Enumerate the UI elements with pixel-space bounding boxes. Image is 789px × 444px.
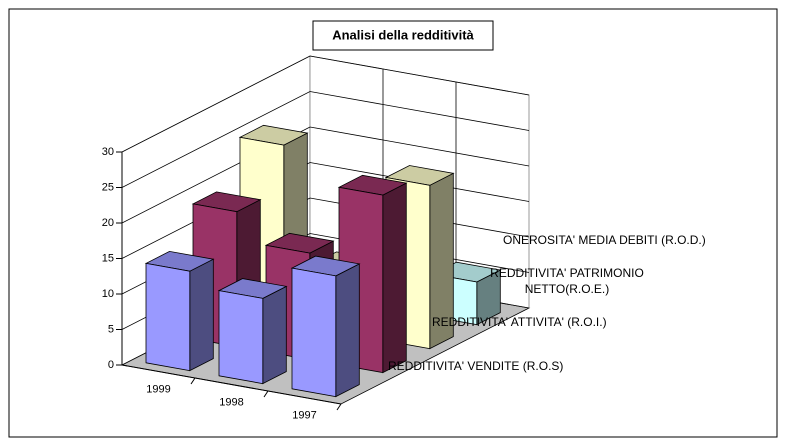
grid-line [121,126,530,224]
grid-line [121,162,530,259]
x-tick-label: 1998 [219,396,243,408]
y-tick-label: 5 [108,323,114,335]
bar [144,250,215,372]
series-label: REDDITIVITA' VENDITE (R.O.S) [388,359,564,373]
chart-title: Analisi della redditività [332,27,474,42]
x-tick [190,377,196,385]
bar-side [262,285,287,385]
bar-side [189,258,214,372]
x-tick-label: 1997 [292,409,316,421]
plot-area: 0 5 10 15 20 25 30 1999 1998 1997 [102,55,531,421]
x-tick [336,403,342,411]
bar-front [145,262,191,372]
series-label: ONEROSITA' MEDIA DEBITI (R.O.D.) [503,233,706,247]
bar [217,278,288,385]
series-label: REDDITIVITA' PATRIMONIO NETTO(R.O.E.) [490,266,644,296]
series-label: REDDITIVITA' ATTIVITA' (R.O.I.) [432,315,607,329]
bar [290,255,361,398]
bar-front [218,290,264,385]
y-tick-label: 15 [102,252,114,264]
y-tick-label: 30 [102,146,114,158]
title-box [312,20,494,51]
bar-side [382,182,407,374]
grid-line [121,55,530,153]
y-tick-label: 0 [108,359,114,371]
x-tick-label: 1999 [146,383,170,395]
y-tick-label: 20 [102,217,114,229]
y-tick-label: 25 [102,181,114,193]
bar-front [291,267,337,398]
x-axis [121,364,342,405]
bar-side [335,263,360,398]
grid-line [121,91,530,188]
y-tick-label: 10 [102,288,114,300]
x-tick [263,390,269,398]
